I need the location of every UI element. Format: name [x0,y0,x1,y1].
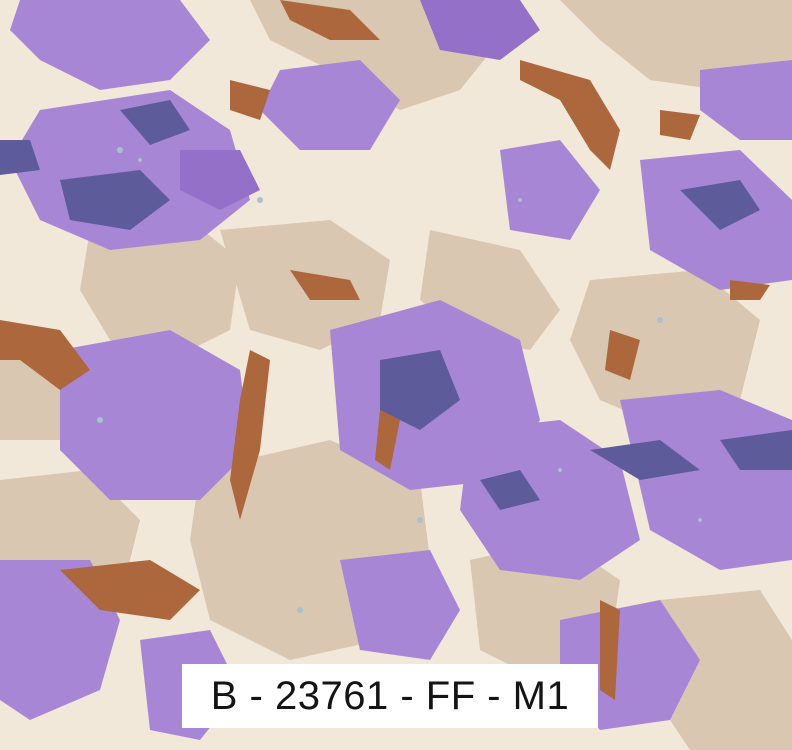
pale-blue-specks [97,147,702,613]
design-code-label: B - 23761 - FF - M1 [182,664,598,728]
brown-veins [0,0,770,700]
design-code-text: B - 23761 - FF - M1 [210,674,570,718]
indigo-accents [0,100,792,510]
